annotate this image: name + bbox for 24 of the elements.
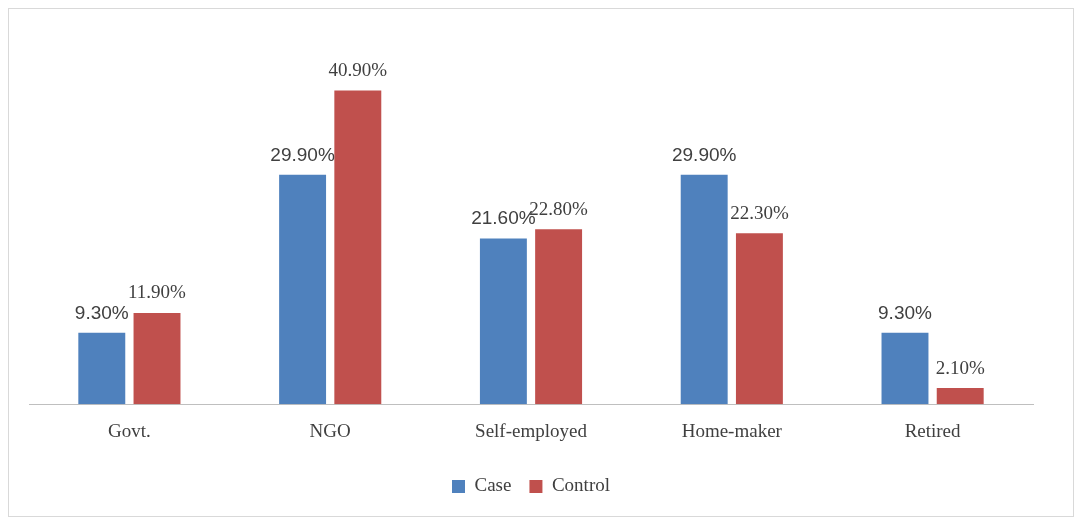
x-tick-label: Home-maker <box>681 419 783 441</box>
data-label: 29.90% <box>671 143 737 165</box>
bar <box>735 233 783 405</box>
bar <box>680 174 728 405</box>
x-tick-label: Retired <box>904 419 962 441</box>
bar <box>78 332 126 405</box>
data-label: 40.90% <box>328 58 388 80</box>
data-label: 22.30% <box>730 201 789 223</box>
bar <box>334 90 382 405</box>
data-label: 9.30% <box>878 301 933 323</box>
x-tick-label: NGO <box>309 419 351 441</box>
x-tick-label: Self-employed <box>475 419 588 441</box>
x-tick-label: Govt. <box>108 419 151 441</box>
bar <box>479 238 527 405</box>
data-label: 9.30% <box>74 301 129 323</box>
legend-label: Control <box>551 474 610 496</box>
bar <box>535 229 583 405</box>
bar <box>133 312 181 405</box>
bar <box>881 332 929 405</box>
legend-label: Case <box>474 474 512 496</box>
data-label: 11.90% <box>128 281 187 303</box>
bar <box>936 388 984 405</box>
data-label: 2.10% <box>935 356 985 378</box>
bar <box>279 174 327 405</box>
